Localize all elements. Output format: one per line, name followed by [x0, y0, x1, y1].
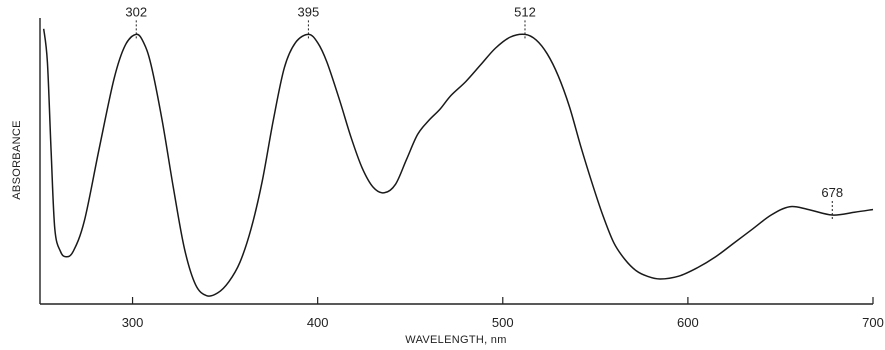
chart-axes — [39, 18, 873, 305]
x-axis-ticks: 300 400 500 600 700 — [122, 297, 884, 330]
x-tick-label: 400 — [307, 315, 329, 330]
peak-label: 678 — [821, 185, 843, 200]
x-tick-label: 300 — [122, 315, 144, 330]
series-layer — [42, 28, 874, 297]
x-axis-label: WAVELENGTH, nm — [405, 334, 506, 346]
spectrum-line — [42, 28, 874, 297]
y-axis-label: ABSORBANCE — [11, 120, 23, 199]
x-tick-label: 600 — [677, 315, 699, 330]
peak-label: 302 — [125, 4, 147, 19]
peak-label: 395 — [298, 4, 320, 19]
x-tick-label: 700 — [862, 315, 884, 330]
peak-annotations: 302 395 512 678 — [125, 4, 843, 220]
peak-label: 512 — [514, 4, 536, 19]
x-tick-label: 500 — [492, 315, 514, 330]
